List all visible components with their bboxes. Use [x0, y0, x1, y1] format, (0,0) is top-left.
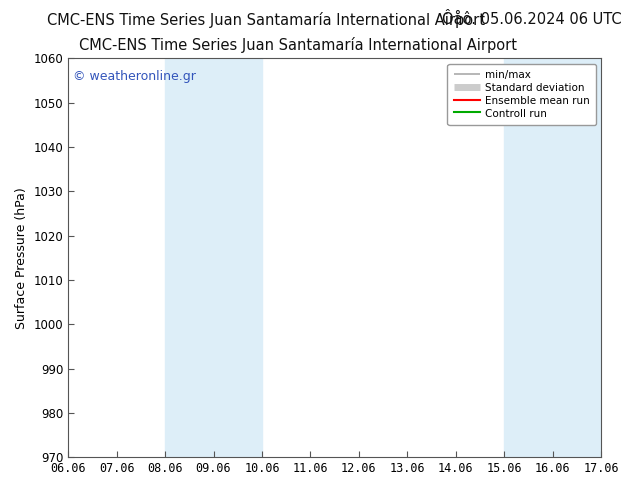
Text: CMC-ENS Time Series Juan Santamaría International Airport: CMC-ENS Time Series Juan Santamaría Inte…: [79, 37, 517, 53]
Bar: [165, 58, 262, 457]
Text: CMC-ENS Time Series Juan Santamaría International Airport: CMC-ENS Time Series Juan Santamaría Inte…: [48, 12, 485, 28]
Text: Ôåô. 05.06.2024 06 UTC: Ôåô. 05.06.2024 06 UTC: [442, 12, 621, 27]
Bar: [504, 58, 601, 457]
Legend: min/max, Standard deviation, Ensemble mean run, Controll run: min/max, Standard deviation, Ensemble me…: [448, 64, 596, 125]
Text: © weatheronline.gr: © weatheronline.gr: [74, 71, 197, 83]
Y-axis label: Surface Pressure (hPa): Surface Pressure (hPa): [15, 187, 28, 329]
